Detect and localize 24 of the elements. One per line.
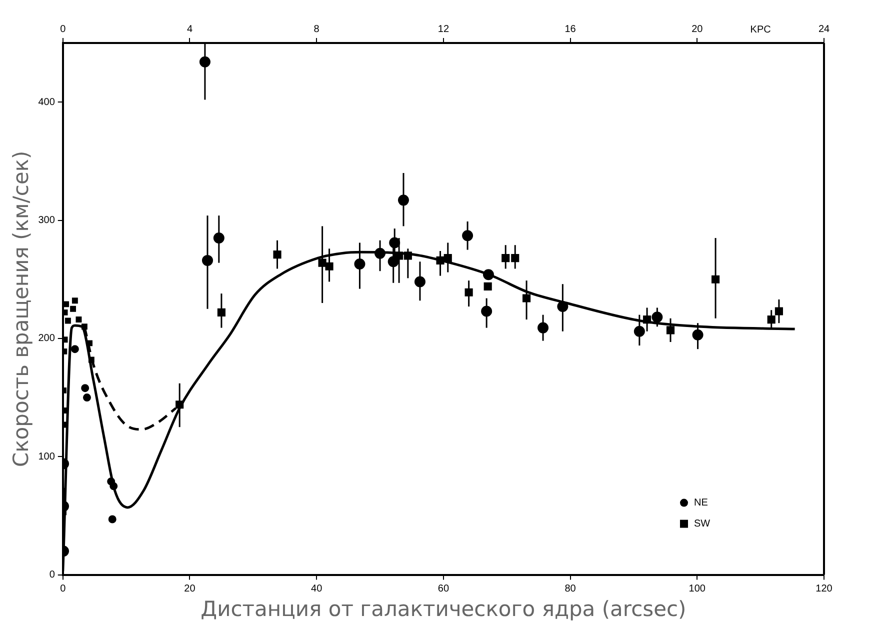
x-tick-label: 60 [438,584,450,595]
y-tick-label: 400 [38,96,56,108]
y-tick-label: 0 [49,570,56,581]
x2-tick-label: 0 [60,24,66,35]
x2-axis-title: KPC [750,24,771,36]
x2-tick-label: 4 [186,24,193,35]
x2-tick-label: 24 [818,24,830,35]
x-axis-title: Дистанция от галактического ядра (arcsec) [200,596,686,621]
x2-tick-label: 16 [564,24,576,35]
x-tick-label: 120 [816,584,833,595]
x-tick-label: 40 [311,584,323,595]
x-tick-label: 0 [60,584,66,595]
y-tick-label: 100 [38,451,56,462]
y-tick-label: 200 [38,333,56,344]
x-tick-label: 20 [184,584,196,595]
x-tick-label: 80 [564,584,576,595]
x2-tick-label: 20 [692,24,704,35]
x2-tick-label: 12 [438,24,450,35]
legend-label: NE [694,498,708,509]
y-tick-label: 300 [38,215,56,226]
legend-label: SW [694,518,711,530]
x2-tick-label: 8 [314,24,320,35]
y-axis-title: Скорость вращения (км/сек) [9,150,34,468]
x-tick-label: 100 [688,584,706,595]
